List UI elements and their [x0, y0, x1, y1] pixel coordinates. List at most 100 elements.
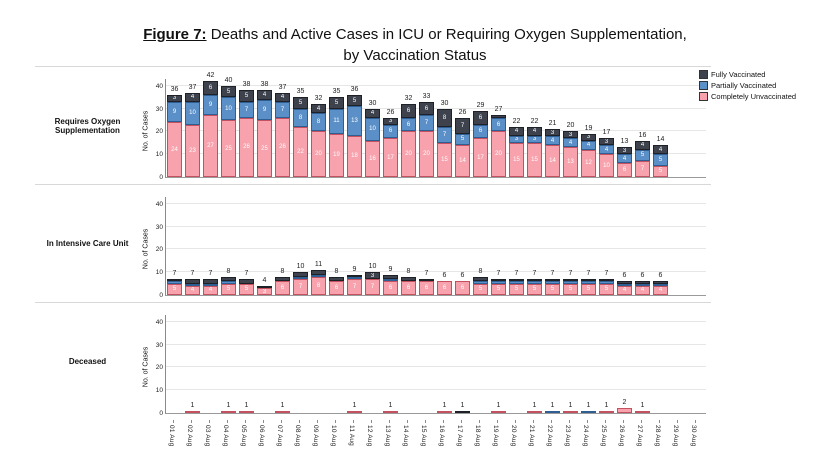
- bar-total-label: 30: [368, 99, 377, 107]
- bar-segment-completely-unvaccinated: [599, 410, 614, 413]
- bar-segment-completely-unvaccinated: 5: [491, 283, 506, 295]
- bar-segment-completely-unvaccinated: 7: [293, 279, 308, 295]
- bar-segment-partially-vaccinated: 5: [635, 149, 650, 162]
- bar-total-label: 6: [622, 272, 627, 280]
- y-axis-title: No. of Cases: [142, 347, 150, 388]
- x-tick-label: 14 Aug: [402, 425, 409, 447]
- bar-total-label: 8: [280, 267, 285, 275]
- gridline: [166, 389, 706, 391]
- bar-total-label: 37: [188, 83, 197, 91]
- bar-total-label: 35: [332, 88, 341, 96]
- bar-segment-fully-vaccinated: 3: [383, 117, 398, 125]
- bar-segment-partially-vaccinated: 10: [221, 97, 236, 121]
- bar-segment-completely-unvaccinated: 7: [347, 279, 362, 295]
- bar-segment-completely-unvaccinated: 18: [347, 135, 362, 177]
- bar-segment-fully-vaccinated: 4: [653, 145, 668, 155]
- bar-segment-completely-unvaccinated: 4: [635, 285, 650, 295]
- bar-segment-completely-unvaccinated: 19: [329, 133, 344, 177]
- bar-segment-fully-vaccinated: 4: [527, 126, 542, 136]
- bar-total-label: 33: [422, 92, 431, 100]
- bar-segment-completely-unvaccinated: 4: [617, 285, 632, 295]
- bar-total-label: 42: [206, 72, 215, 80]
- bar-segment-partially-vaccinated: [581, 410, 596, 413]
- bar-total-label: 8: [334, 267, 339, 275]
- y-tick-label: 0: [159, 410, 163, 417]
- bar-segment-completely-unvaccinated: 6: [401, 281, 416, 295]
- bar-segment-completely-unvaccinated: 17: [473, 138, 488, 177]
- y-tick-label: 20: [155, 128, 163, 136]
- bar-segment-fully-vaccinated: 3: [167, 94, 182, 102]
- bar-total-label: 32: [314, 95, 323, 103]
- bar-segment-partially-vaccinated: 8: [293, 108, 308, 127]
- bar-segment-completely-unvaccinated: 6: [617, 163, 632, 177]
- legend-item-fully-vaccinated: Fully Vaccinated: [699, 70, 796, 79]
- bar-segment-completely-unvaccinated: 6: [275, 281, 290, 295]
- bar-segment-fully-vaccinated: [239, 279, 254, 284]
- x-tick-label: 23 Aug: [564, 425, 571, 447]
- bar-segment-completely-unvaccinated: 24: [167, 122, 182, 177]
- bar-segment-completely-unvaccinated: 20: [311, 131, 326, 177]
- x-tick-label: 10 Aug: [330, 425, 337, 447]
- y-tick-label: 0: [159, 174, 163, 181]
- bar-segment-fully-vaccinated: [167, 279, 182, 282]
- x-tick-mark: [641, 420, 642, 423]
- legend-item-completely-unvaccinated: Completely Unvaccinated: [699, 92, 796, 101]
- bar-segment-fully-vaccinated: 3: [563, 131, 578, 139]
- bar-segment-fully-vaccinated: [473, 276, 488, 282]
- bar-segment-partially-vaccinated: [617, 283, 632, 286]
- bar-segment-completely-unvaccinated: [239, 410, 254, 413]
- bar-segment-fully-vaccinated: [599, 279, 614, 282]
- x-tick-label: 27 Aug: [636, 425, 643, 447]
- bar-total-label: 38: [260, 81, 269, 89]
- bar-segment-partially-vaccinated: 3: [527, 136, 542, 143]
- x-tick-mark: [479, 420, 480, 423]
- y-axis-title-column: No. of Cases: [140, 185, 152, 302]
- x-tick-mark: [425, 420, 426, 423]
- gridline: [166, 107, 706, 109]
- bar-segment-partially-vaccinated: 6: [473, 124, 488, 139]
- bar-segment-partially-vaccinated: [347, 276, 362, 280]
- bar-segment-fully-vaccinated: [383, 274, 398, 280]
- legend-label: Partially Vaccinated: [711, 81, 777, 90]
- bar-segment-completely-unvaccinated: 5: [167, 283, 182, 295]
- bar-total-label: 7: [604, 270, 609, 278]
- gridline: [166, 248, 706, 250]
- x-tick-mark: [461, 420, 462, 423]
- bar-segment-completely-unvaccinated: 5: [545, 283, 560, 295]
- bar-total-label: 14: [656, 136, 665, 144]
- bar-total-label: 38: [242, 81, 251, 89]
- bar-segment-partially-vaccinated: [473, 281, 488, 284]
- bar-total-label: 11: [314, 260, 323, 268]
- bar-segment-fully-vaccinated: 4: [635, 140, 650, 150]
- x-tick-label: 11 Aug: [348, 425, 355, 446]
- x-tick-label: 04 Aug: [222, 425, 229, 447]
- bar-segment-partially-vaccinated: 11: [329, 108, 344, 134]
- bar-segment-completely-unvaccinated: 5: [527, 283, 542, 295]
- bar-segment-partially-vaccinated: [203, 283, 218, 286]
- x-tick-label: 18 Aug: [474, 425, 481, 447]
- x-tick-label: 17 Aug: [456, 425, 463, 447]
- y-tick-label: 10: [155, 387, 163, 395]
- bar-total-label: 1: [442, 401, 447, 409]
- bar-segment-partially-vaccinated: [635, 283, 650, 286]
- y-tick-label: 40: [155, 200, 163, 208]
- y-tick-label: 40: [155, 318, 163, 326]
- bar-segment-fully-vaccinated: [509, 279, 524, 282]
- x-tick-label: 09 Aug: [312, 425, 319, 447]
- bar-segment-partially-vaccinated: 13: [347, 106, 362, 136]
- legend-swatch-completely-unvaccinated: [699, 92, 708, 101]
- bar-segment-completely-unvaccinated: 27: [203, 115, 218, 177]
- bar-segment-fully-vaccinated: 4: [185, 92, 200, 102]
- bar-segment-completely-unvaccinated: 12: [581, 149, 596, 177]
- figure-title-line2: by Vaccination Status: [343, 47, 487, 64]
- plot-icu: 5 7 4 7 4 7 5 8 5 7 3 4 6 8 7 10 8 11 6 8 7 9 7 3 10 6 9 6 8 6 7 6 6 6 6 5 8…: [165, 197, 706, 296]
- figure-number: Figure 7:: [143, 26, 207, 43]
- bar-segment-completely-unvaccinated: 7: [365, 279, 380, 295]
- bar-total-label: 7: [514, 270, 519, 278]
- bar-segment-fully-vaccinated: [527, 279, 542, 282]
- bar-segment-partially-vaccinated: [563, 281, 578, 284]
- x-tick-mark: [281, 420, 282, 423]
- y-tick-label: 20: [155, 246, 163, 254]
- y-tick-label: 10: [155, 269, 163, 277]
- bar-total-label: 26: [458, 108, 467, 116]
